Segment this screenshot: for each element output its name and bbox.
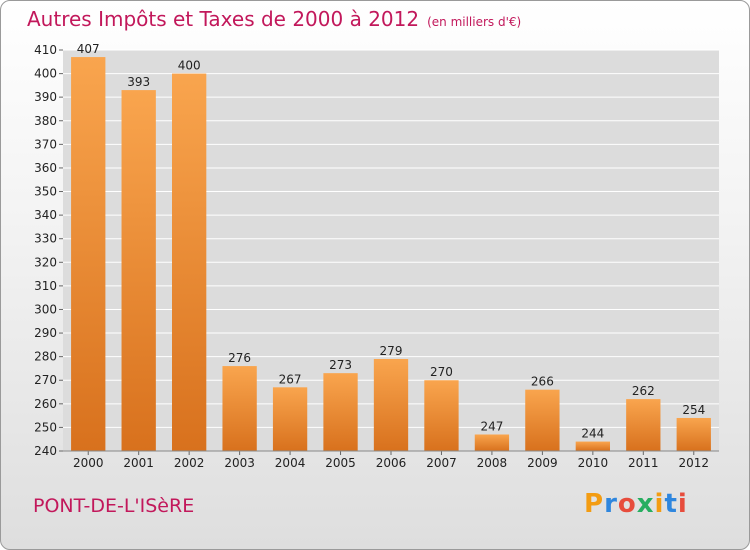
y-tick-label: 410 [34, 43, 57, 57]
bar-2001 [121, 90, 156, 451]
y-tick-label: 370 [34, 137, 57, 151]
y-tick-label: 400 [34, 67, 57, 81]
x-tick-label: 2008 [477, 456, 508, 470]
bar-value-label: 400 [178, 59, 201, 73]
x-axis-ticks: 2000 2001 2002 2003 2004 2005 2006 2007 2008 2009… [73, 451, 709, 470]
x-tick-label: 2012 [678, 456, 709, 470]
y-tick-label: 240 [34, 444, 57, 458]
bar-value-label: 407 [77, 42, 100, 56]
y-tick-label: 310 [34, 279, 57, 293]
y-tick-label: 380 [34, 114, 57, 128]
x-tick-label: 2011 [628, 456, 659, 470]
bar-2008 [474, 434, 510, 451]
bar-value-label: 270 [430, 365, 453, 379]
x-tick-label: 2007 [426, 456, 457, 470]
y-tick-label: 250 [34, 420, 57, 434]
commune-name: PONT-DE-L'ISèRE [33, 495, 195, 517]
bar-value-label: 247 [480, 419, 503, 433]
brand-letter: r [604, 489, 618, 519]
bar-2007 [424, 380, 459, 451]
bar-value-label: 273 [329, 358, 352, 372]
x-tick-label: 2004 [275, 456, 306, 470]
y-tick-label: 350 [34, 185, 57, 199]
y-tick-label: 280 [34, 350, 57, 364]
x-tick-label: 2001 [123, 456, 154, 470]
bar-value-label: 244 [581, 427, 604, 441]
bar-2010 [575, 441, 611, 451]
bar-value-label: 276 [228, 351, 251, 365]
bar-2005 [323, 373, 358, 451]
bar-2006 [373, 359, 409, 451]
bar-value-label: 266 [531, 375, 554, 389]
y-tick-label: 340 [34, 208, 57, 222]
bar-2004 [272, 387, 308, 451]
x-tick-label: 2003 [224, 456, 255, 470]
y-tick-label: 330 [34, 232, 57, 246]
x-tick-label: 2005 [325, 456, 356, 470]
bar-2000 [71, 57, 106, 451]
y-tick-label: 320 [34, 255, 57, 269]
bar-2011 [626, 399, 661, 451]
chart-title: Autres Impôts et Taxes de 2000 à 2012 (en… [27, 7, 521, 31]
y-tick-label: 390 [34, 90, 57, 104]
x-tick-label: 2000 [73, 456, 104, 470]
bar-value-label: 279 [380, 344, 403, 358]
brand-letter: i [677, 489, 688, 519]
bar-2009 [525, 389, 560, 451]
x-tick-label: 2009 [527, 456, 558, 470]
brand-letter: P [584, 489, 605, 519]
chart-subtitle: (en milliers d'€) [427, 15, 522, 29]
brand-letter: t [664, 489, 678, 519]
bar-2003 [222, 366, 257, 451]
bar-value-label: 267 [279, 372, 302, 386]
bar-value-label: 262 [632, 384, 655, 398]
bar-2012 [676, 417, 711, 451]
chart-title-text: Autres Impôts et Taxes de 2000 à 2012 [27, 7, 420, 31]
x-tick-label: 2002 [174, 456, 205, 470]
bar-value-label: 254 [682, 403, 705, 417]
y-tick-label: 300 [34, 302, 57, 316]
x-tick-label: 2010 [578, 456, 609, 470]
brand-letter: i [654, 489, 665, 519]
y-axis-ticks: 240 250 260 270 280 290 300 310 320 330 340 350 360 3… [34, 43, 63, 458]
brand-letter: x [636, 489, 655, 519]
bar-2002 [171, 73, 207, 452]
bar-value-label: 393 [127, 75, 150, 89]
y-tick-label: 360 [34, 161, 57, 175]
bars: 407 393 400 276 267 273 279 270 247 266 244 262 254 [71, 42, 711, 452]
y-tick-label: 260 [34, 397, 57, 411]
x-tick-label: 2006 [376, 456, 407, 470]
brand-letter: o [617, 489, 637, 519]
y-tick-label: 270 [34, 373, 57, 387]
proxiti-logo[interactable]: Proxiti [584, 489, 688, 519]
y-tick-label: 290 [34, 326, 57, 340]
